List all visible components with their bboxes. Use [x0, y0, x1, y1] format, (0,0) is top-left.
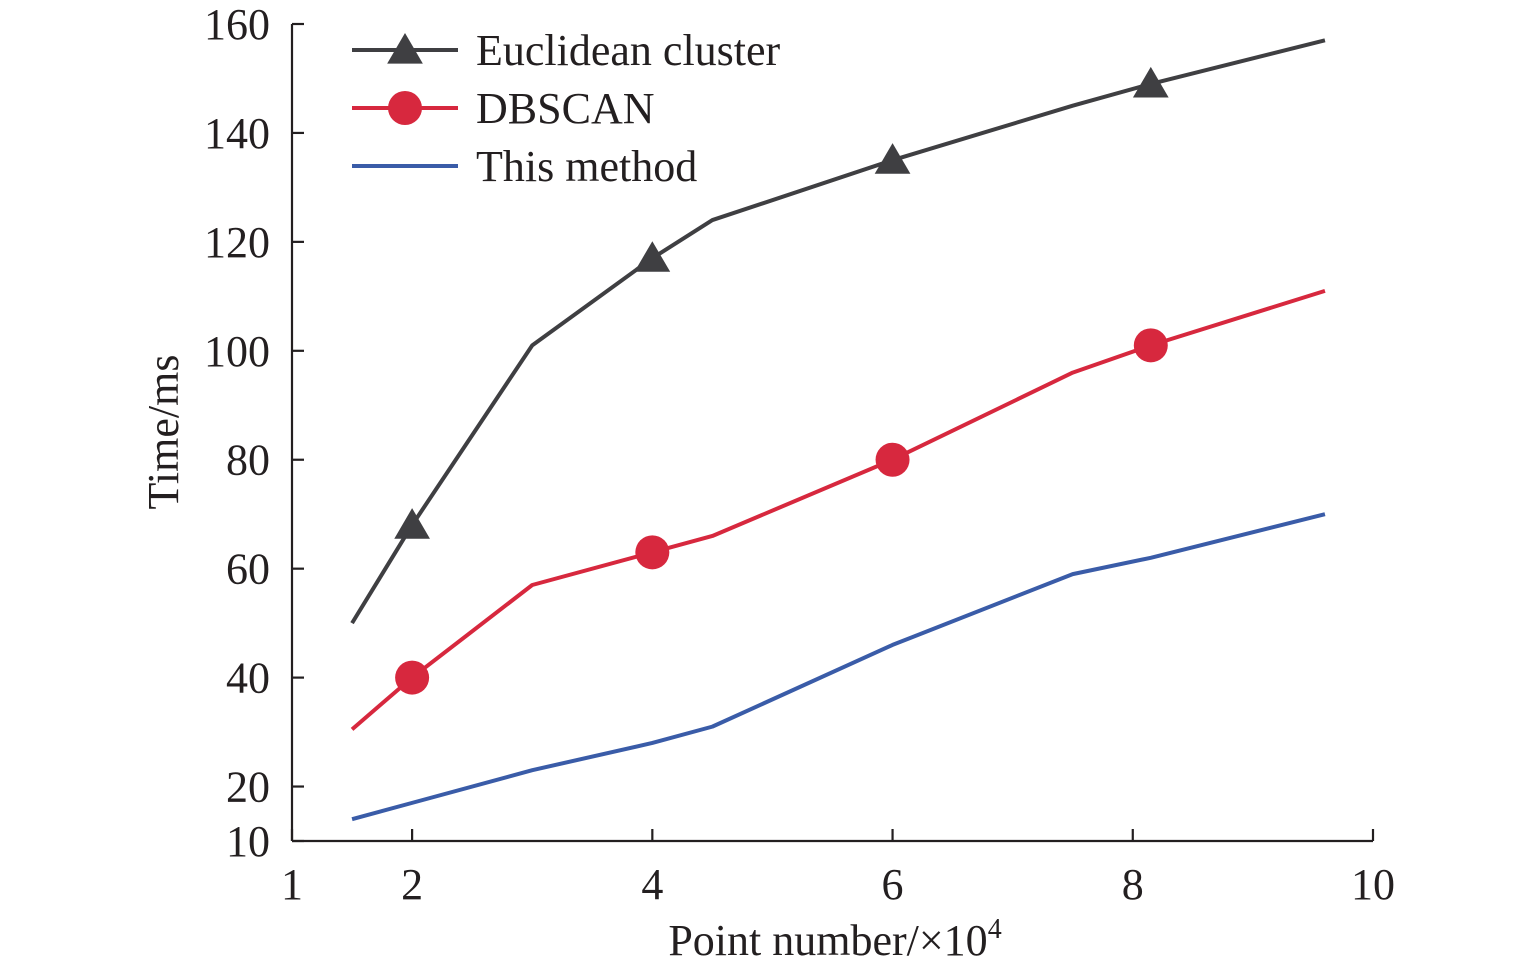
data-point-dbscan	[875, 442, 910, 477]
series-line-this-method	[351, 512, 1326, 822]
x-axis-title-exponent: 4	[988, 914, 1002, 945]
legend-marker-dbscan	[388, 91, 422, 125]
series-layer	[350, 38, 1326, 822]
data-point-euclidean-cluster	[874, 143, 911, 174]
y-axis-title: Time/ms	[139, 355, 188, 510]
legend-label-this-method: This method	[476, 142, 697, 191]
y-tick-label: 20	[226, 763, 270, 812]
data-point-dbscan	[395, 660, 430, 695]
ticks: 10 20 40 60 80 100 120 140 160 1 2 4 6 8 10	[204, 0, 1395, 909]
x-tick-label: 10	[1351, 860, 1395, 909]
y-tick-label: 100	[204, 327, 270, 376]
legend: Euclidean cluster DBSCAN This method	[352, 26, 781, 191]
series-line-dbscan	[350, 288, 1326, 731]
y-tick-label: 60	[226, 545, 270, 594]
x-tick-label: 1	[281, 860, 303, 909]
axes	[290, 24, 1373, 843]
y-tick-label: 40	[226, 654, 270, 703]
y-tick-label: 120	[204, 218, 270, 267]
data-point-dbscan	[1133, 328, 1168, 363]
y-tick-label: 140	[204, 109, 270, 158]
x-axis-title: Point number/×104	[668, 914, 1001, 965]
data-point-dbscan	[635, 535, 670, 570]
legend-label-euclidean-cluster: Euclidean cluster	[476, 26, 781, 75]
series-line-euclidean-cluster	[350, 38, 1326, 625]
x-tick-label: 2	[401, 860, 423, 909]
legend-marker-euclidean-cluster	[387, 33, 423, 64]
x-tick-label: 6	[882, 860, 904, 909]
y-tick-label: 80	[226, 436, 270, 485]
y-tick-label: 10	[226, 817, 270, 866]
x-tick-label: 4	[641, 860, 663, 909]
legend-label-dbscan: DBSCAN	[476, 84, 655, 133]
data-point-euclidean-cluster	[394, 508, 430, 539]
y-tick-label: 160	[204, 0, 270, 49]
x-tick-label: 8	[1122, 860, 1144, 909]
data-point-euclidean-cluster	[634, 241, 671, 272]
data-point-euclidean-cluster	[1132, 66, 1169, 98]
